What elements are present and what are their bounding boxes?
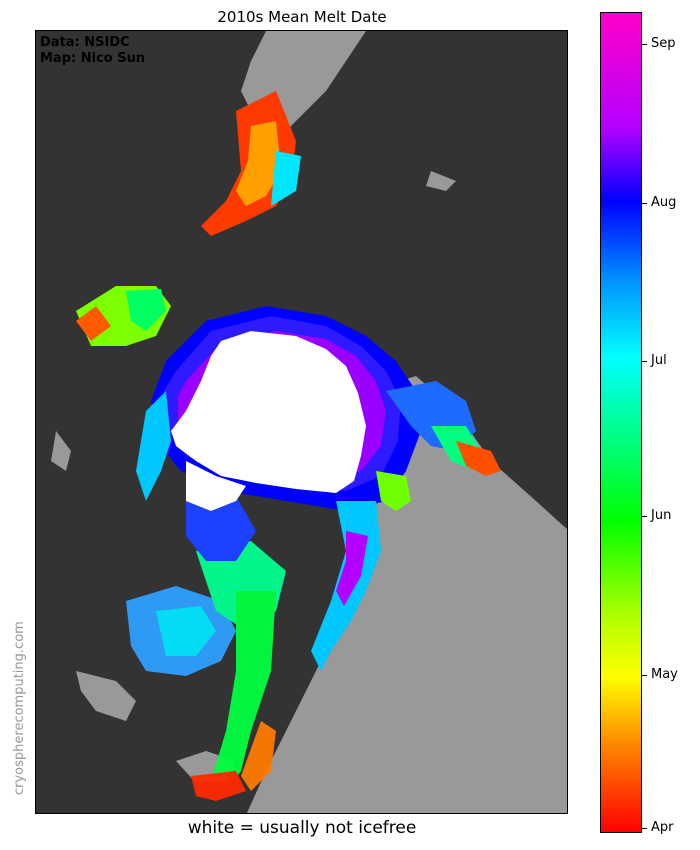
colorbar-label-jun: Jun <box>651 508 672 523</box>
data-credit: Data: NSIDC <box>40 35 130 50</box>
colorbar-label-jul: Jul <box>651 353 667 368</box>
melt-date-map: Data: NSIDC Map: Nico Sun <box>35 30 568 814</box>
colorbar-tick-apr <box>642 828 647 829</box>
colorbar-label-sep: Sep <box>651 36 676 51</box>
map-credit: Map: Nico Sun <box>40 51 146 66</box>
watermark: cryospherecomputing.com <box>12 621 27 795</box>
colorbar-tick-aug <box>642 203 647 204</box>
colorbar-label-may: May <box>651 667 678 682</box>
melt-bering <box>76 91 301 346</box>
colorbar-tick-may <box>642 675 647 676</box>
land-lower-right <box>246 376 567 813</box>
colorbar <box>600 12 642 833</box>
colorbar-tick-jun <box>642 516 647 517</box>
colorbar-tick-sep <box>642 44 647 45</box>
never-icefree-fringe <box>186 461 246 511</box>
colorbar-tick-jul <box>642 361 647 362</box>
land-island-2 <box>76 671 136 721</box>
map-title: 2010s Mean Melt Date <box>217 8 387 26</box>
colorbar-label-aug: Aug <box>651 195 677 210</box>
footnote: white = usually not icefree <box>187 818 417 838</box>
land-island-4 <box>51 431 71 471</box>
map-graphic <box>51 31 567 813</box>
melt-hudson <box>126 541 286 801</box>
never-icefree-core <box>171 331 366 493</box>
land-island-1 <box>426 171 456 191</box>
colorbar-label-apr: Apr <box>651 820 674 835</box>
